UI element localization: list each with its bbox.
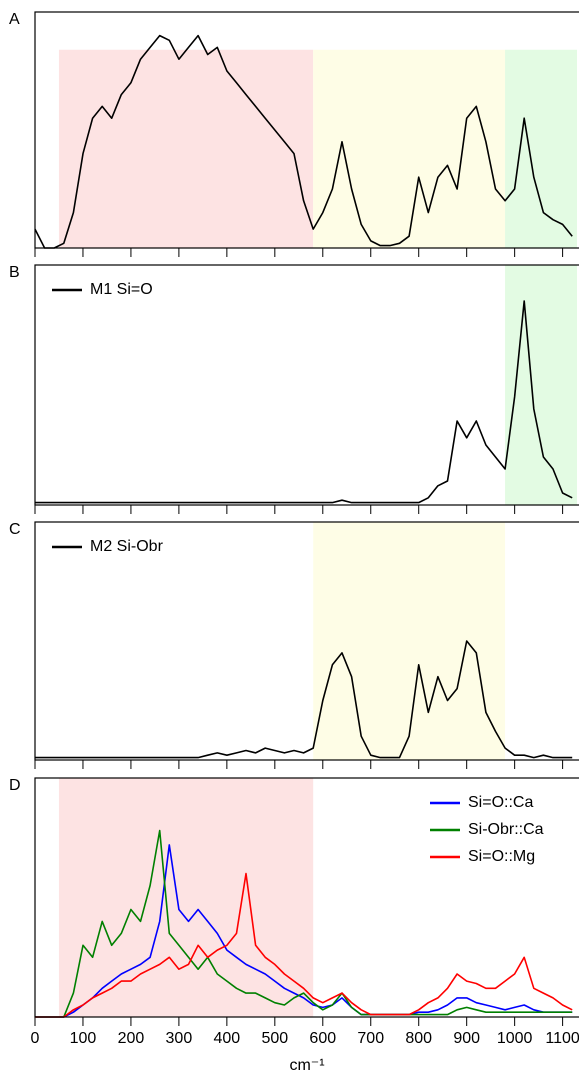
shaded-region <box>505 49 577 249</box>
legend-label: M2 Si-Obr <box>90 538 164 555</box>
x-axis-label: cm⁻¹ <box>289 1057 324 1074</box>
spectrum-line <box>35 640 573 759</box>
x-tick-label: 700 <box>357 1030 384 1047</box>
spectrum-line <box>35 872 573 1018</box>
shaded-region <box>313 522 506 760</box>
legend-label: Si=O::Ca <box>468 794 533 811</box>
plot-frame <box>34 777 579 1018</box>
shaded-region <box>505 265 577 505</box>
plot-frame <box>34 264 579 506</box>
spectrum-line <box>35 844 573 1018</box>
x-tick-label: 500 <box>261 1030 288 1047</box>
spectrum-line <box>34 34 573 249</box>
x-tick-label: 0 <box>31 1030 40 1047</box>
plot-frame <box>34 11 579 249</box>
panel-label: B <box>9 264 20 281</box>
x-tick-label: 800 <box>405 1030 432 1047</box>
legend-label: M1 Si=O <box>90 281 153 298</box>
spectrum-line <box>35 829 573 1018</box>
legend-label: Si=O::Mg <box>468 848 535 865</box>
x-tick-label: 1000 <box>497 1030 533 1047</box>
shaded-region <box>58 49 314 249</box>
panel-label: D <box>9 777 21 794</box>
x-tick-label: 100 <box>70 1030 97 1047</box>
plot-frame <box>34 521 579 761</box>
x-tick-label: 600 <box>309 1030 336 1047</box>
spectrum-line <box>35 300 573 504</box>
x-tick-label: 1100 <box>545 1030 579 1047</box>
panel-label: A <box>9 11 20 28</box>
x-tick-label: 300 <box>166 1030 193 1047</box>
legend-label: Si-Obr::Ca <box>468 821 544 838</box>
shaded-region <box>313 49 506 249</box>
x-tick-label: 400 <box>214 1030 241 1047</box>
panel-label: C <box>9 521 21 538</box>
x-tick-label: 900 <box>453 1030 480 1047</box>
x-tick-label: 200 <box>118 1030 145 1047</box>
